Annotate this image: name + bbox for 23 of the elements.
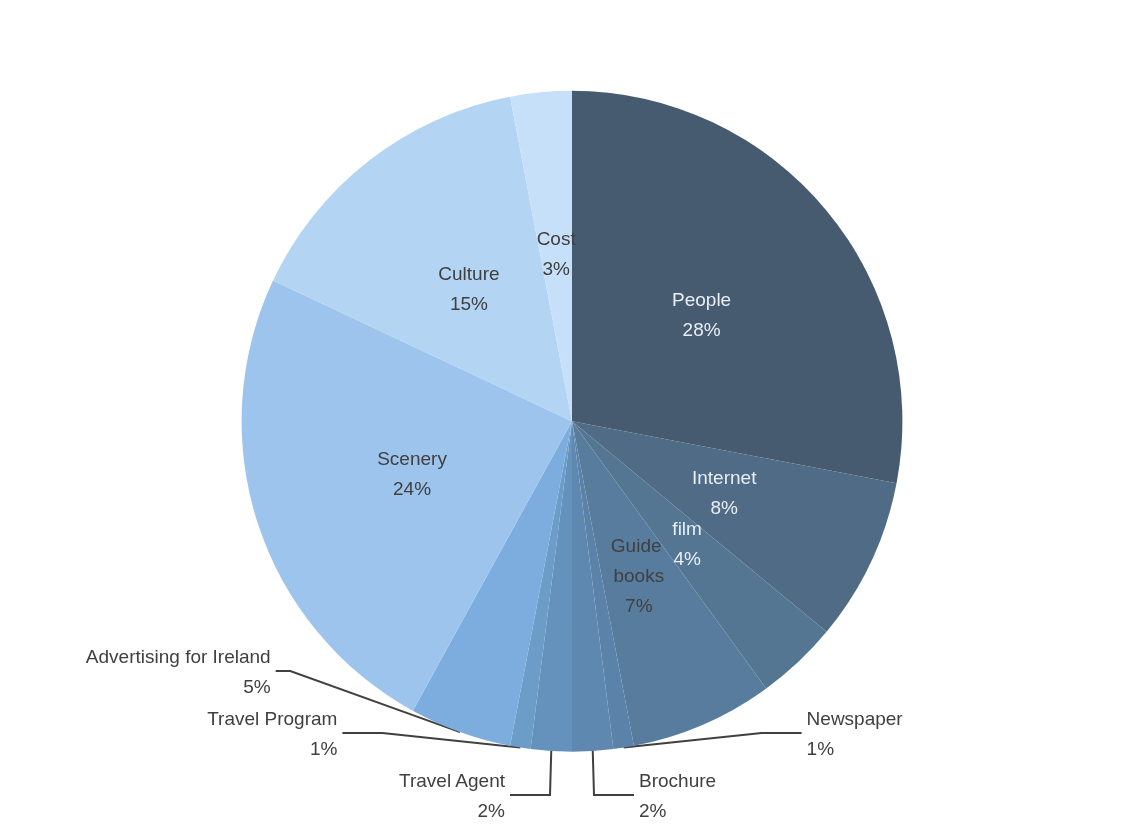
slice-label: Brochure — [639, 769, 717, 791]
slice-label: film — [672, 518, 702, 540]
data-label: 7% — [625, 595, 653, 617]
data-label: 5% — [243, 675, 271, 697]
data-label: 1% — [309, 737, 338, 759]
slice-label: Travel Program — [207, 707, 338, 729]
slice-label: Internet — [691, 467, 758, 489]
data-label: 2% — [477, 799, 506, 821]
slice-label: Culture — [438, 262, 500, 284]
data-label: 1% — [806, 737, 835, 759]
data-label: 15% — [449, 292, 489, 314]
data-label: 28% — [682, 318, 721, 340]
data-label: 4% — [673, 548, 701, 570]
data-label: 3% — [542, 258, 570, 280]
slice-label: Advertising for Ireland — [85, 645, 271, 667]
data-label: 2% — [639, 799, 667, 821]
slice-label: Guide books — [610, 535, 667, 587]
data-label: 24% — [393, 477, 432, 499]
slice-label: People — [672, 288, 732, 310]
slice-label: Newspaper — [806, 707, 904, 729]
slice-label: Scenery — [377, 447, 448, 469]
data-label: 8% — [710, 497, 739, 519]
slice-label: Travel Agent — [399, 769, 506, 791]
